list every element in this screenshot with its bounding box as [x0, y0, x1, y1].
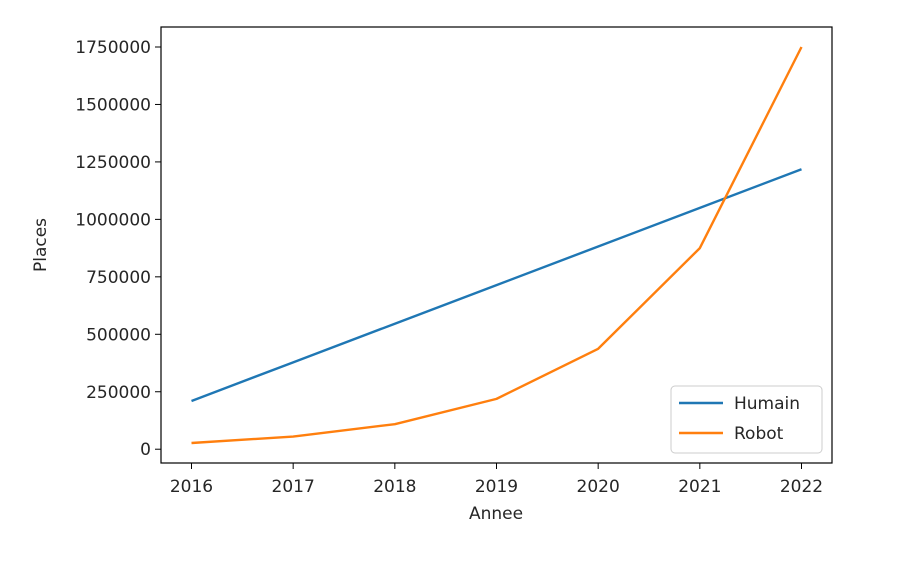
y-tick-label: 1750000: [75, 38, 151, 58]
series-line-robot: [191, 46, 803, 445]
axes-frame: [160, 26, 833, 464]
x-tick-label: 2022: [780, 477, 823, 497]
series-layer: [191, 46, 803, 445]
x-tick-label: 2020: [577, 477, 620, 497]
y-tick-label: 250000: [86, 383, 151, 403]
y-tick-label: 500000: [86, 325, 151, 345]
x-tick-label: 2018: [373, 477, 416, 497]
y-tick-label: 1250000: [75, 153, 151, 173]
y-tick-label: 1000000: [75, 210, 151, 230]
x-tick-label: 2016: [170, 477, 213, 497]
legend: Humain Robot: [670, 385, 823, 454]
ticks-layer: 2016 2017 2018 2019 2020 2021 2022 0 250000 50000…: [75, 38, 823, 497]
y-tick-label: 1500000: [75, 95, 151, 115]
x-axis-label: Annee: [469, 504, 523, 524]
legend-label: Robot: [734, 424, 784, 444]
legend-label: Humain: [734, 394, 800, 414]
x-tick-label: 2021: [678, 477, 721, 497]
y-tick-label: 0: [140, 440, 151, 460]
x-tick-label: 2019: [475, 477, 518, 497]
y-tick-label: 750000: [86, 268, 151, 288]
x-tick-label: 2017: [272, 477, 315, 497]
series-line-humain: [191, 168, 802, 403]
y-axis-label: Places: [31, 218, 51, 272]
